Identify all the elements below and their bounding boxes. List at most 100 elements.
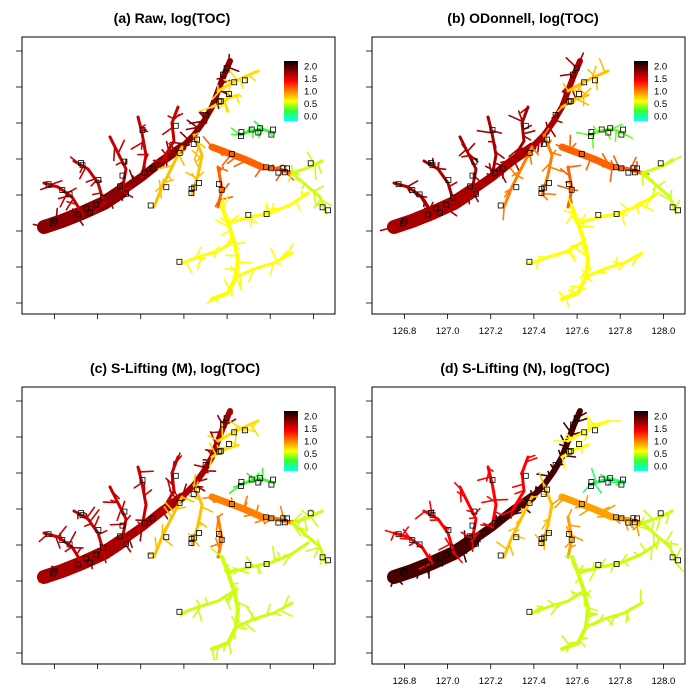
river-twig <box>156 163 165 167</box>
station-marker <box>522 472 529 479</box>
river-twig <box>644 196 653 209</box>
station-marker <box>319 204 326 211</box>
river-twig <box>547 470 551 478</box>
station-marker <box>409 537 416 543</box>
river-twig <box>545 530 553 535</box>
river-twig <box>565 296 570 307</box>
river-twig <box>140 166 145 174</box>
station-marker <box>491 170 498 177</box>
river-twig <box>395 220 402 226</box>
station-marker <box>139 477 146 483</box>
station-marker <box>228 151 235 157</box>
river-twig <box>570 285 582 289</box>
station-marker <box>595 211 602 218</box>
station-marker <box>95 527 102 533</box>
station-marker <box>237 133 244 140</box>
river-segment <box>529 408 583 500</box>
river-twig <box>543 535 546 551</box>
river-twig <box>242 495 249 510</box>
station-marker <box>538 185 545 192</box>
river-twig <box>548 166 563 173</box>
river-twig <box>228 483 242 494</box>
river-twig <box>85 512 89 520</box>
station-marker <box>552 112 559 118</box>
station-marker <box>409 187 416 194</box>
river-twig <box>38 576 45 583</box>
river-twig <box>584 494 589 507</box>
river-twig <box>283 595 290 609</box>
river-twig <box>294 178 303 182</box>
river-twig <box>317 162 322 174</box>
station-marker <box>613 514 619 521</box>
x-tick-label: 128.0 <box>652 676 676 687</box>
river-twig <box>227 590 235 603</box>
station-marker <box>188 540 195 546</box>
station-marker <box>570 71 576 78</box>
station-marker <box>245 211 252 218</box>
station-marker <box>188 536 195 542</box>
station-marker <box>613 561 620 567</box>
river-twig <box>226 240 235 243</box>
river-twig <box>486 495 497 503</box>
colorbar: 2.01.5 1.00.5 0.0 <box>634 411 667 473</box>
station-marker <box>513 184 520 191</box>
river-segment <box>530 589 586 615</box>
river-twig <box>93 202 105 214</box>
river-twig <box>313 190 317 205</box>
station-marker <box>471 508 478 515</box>
river-twig <box>314 163 317 180</box>
station-marker <box>216 98 223 105</box>
station-marker <box>231 79 238 86</box>
river-twig <box>304 517 308 532</box>
station-marker <box>275 169 282 176</box>
station-marker <box>630 165 637 172</box>
river-twig <box>531 146 540 156</box>
river-twig <box>228 588 239 595</box>
station-marker <box>119 172 126 179</box>
river-twig <box>230 503 239 508</box>
river-twig <box>140 129 149 133</box>
river-segment <box>136 115 148 179</box>
river-segment <box>180 239 236 265</box>
river-twig <box>605 617 614 625</box>
river-twig <box>502 205 506 221</box>
station-marker <box>566 181 572 188</box>
station-marker <box>450 544 457 551</box>
river-twig <box>656 180 666 188</box>
colorbar-tick-label: 0.0 <box>304 112 317 123</box>
station-marker <box>202 461 209 468</box>
station-marker <box>634 515 640 522</box>
river-twig <box>547 118 556 135</box>
station-marker <box>544 486 550 493</box>
river-twig <box>556 601 565 608</box>
river-twig <box>216 76 224 80</box>
river-twig <box>500 160 513 167</box>
river-twig <box>89 509 100 523</box>
colorbar-tick-label: 1.5 <box>304 74 317 85</box>
river-twig <box>553 119 563 124</box>
y-axis <box>366 400 372 654</box>
river-twig <box>570 589 576 598</box>
river-twig <box>232 566 240 571</box>
river-twig <box>159 190 163 199</box>
station-marker <box>573 65 580 71</box>
river-twig <box>587 258 592 271</box>
colorbar-gradient <box>634 61 648 121</box>
river-twig <box>90 179 98 187</box>
river-twig <box>298 515 306 522</box>
colorbar-tick-label: 0.5 <box>654 99 667 110</box>
river-twig <box>559 443 567 448</box>
station-marker <box>74 211 81 218</box>
station-marker <box>284 165 291 172</box>
station-marker <box>59 537 66 543</box>
river-twig <box>443 206 458 217</box>
river-twig <box>273 612 282 617</box>
river-twig <box>466 142 476 153</box>
river-twig <box>600 474 612 481</box>
river-twig <box>244 75 248 83</box>
river-twig <box>417 545 425 550</box>
station-marker <box>307 510 314 517</box>
river-twig <box>172 113 180 122</box>
river-twig <box>508 114 524 123</box>
station-marker <box>400 570 406 577</box>
